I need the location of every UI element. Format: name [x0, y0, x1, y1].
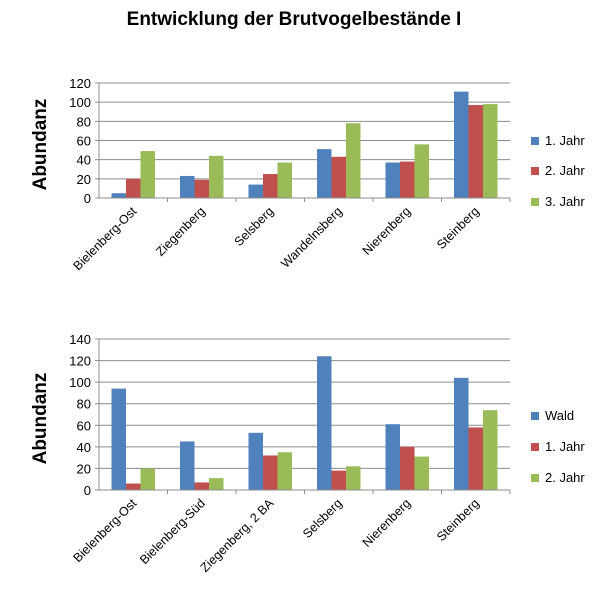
bar-1-jahr-ziegenberg-2-ba [263, 455, 278, 490]
legend-label: 2. Jahr [545, 470, 585, 485]
bar-2-jahr-wandelnsberg [331, 156, 346, 198]
legend-label: 1. Jahr [545, 439, 585, 454]
bar-1-jahr-ziegenberg [180, 175, 195, 198]
y-tick-label: 120 [69, 76, 91, 91]
bar-2-jahr-nierenberg [414, 456, 429, 490]
legend-swatch [531, 198, 539, 206]
bar-3-jahr-bielenberg-ost [140, 151, 155, 198]
bar-1-jahr-bielenberg-ost [126, 483, 141, 490]
y-tick-label: 60 [77, 134, 91, 149]
bar-2-jahr-steinberg [483, 410, 498, 490]
category-label: Ziegenberg [153, 204, 208, 259]
category-label: Bielenberg-Ost [71, 204, 140, 273]
y-tick-label: 0 [84, 191, 91, 206]
bottom-chart: 0 20 40 60 80 100 120 140 Abundanz Bielenberg-Ost… [30, 332, 585, 575]
bar-wald-ziegenberg-2-ba [248, 432, 263, 490]
bar-3-jahr-ziegenberg [209, 155, 224, 198]
category-label: Selsberg [232, 204, 277, 249]
bar-wald-bielenberg-ost [111, 388, 126, 490]
legend-swatch [531, 474, 539, 482]
bar-3-jahr-selsberg [277, 162, 292, 198]
bar-wald-nierenberg [385, 424, 400, 490]
bar-1-jahr-nierenberg [385, 162, 400, 198]
y-tick-label: 120 [69, 354, 91, 369]
bar-2-jahr-ziegenberg [194, 179, 209, 198]
bar-wald-steinberg [454, 377, 469, 490]
bar-2-jahr-bielenberg-s-d [209, 478, 224, 490]
y-tick-label: 60 [77, 418, 91, 433]
bar-wald-bielenberg-s-d [180, 441, 195, 490]
y-tick-label: 20 [77, 172, 91, 187]
bar-3-jahr-wandelnsberg [346, 123, 361, 198]
category-label: Ziegenberg, 2 BA [198, 496, 277, 575]
top-chart: 0 20 40 60 80 100 120 Abundanz Bielenberg-Ost Zie… [30, 76, 585, 273]
legend-swatch [531, 412, 539, 420]
legend-swatch [531, 167, 539, 175]
bar-3-jahr-nierenberg [414, 144, 429, 198]
y-tick-label: 0 [84, 483, 91, 498]
y-tick-label: 40 [77, 440, 91, 455]
y-tick-label: 40 [77, 153, 91, 168]
bar-1-jahr-selsberg [331, 470, 346, 490]
y-tick-label: 80 [77, 114, 91, 129]
legend-label: 2. Jahr [545, 163, 585, 178]
category-label: Selsberg [300, 496, 345, 541]
y-tick-label: 80 [77, 397, 91, 412]
category-label: Nierenberg [360, 496, 414, 550]
y-tick-label: 140 [69, 332, 91, 347]
chart-title: Entwicklung der Brutvogelbestände I [127, 9, 462, 30]
bar-2-jahr-bielenberg-ost [126, 178, 141, 198]
bar-1-jahr-steinberg [454, 91, 469, 198]
y-axis-label: Abundanz [30, 99, 51, 191]
bar-1-jahr-bielenberg-ost [111, 193, 126, 198]
bar-2-jahr-selsberg [346, 466, 361, 490]
bar-3-jahr-steinberg [483, 104, 498, 198]
y-tick-label: 20 [77, 461, 91, 476]
y-tick-label: 100 [69, 375, 91, 390]
category-label: Nierenberg [360, 204, 414, 258]
y-tick-label: 100 [69, 95, 91, 110]
bar-2-jahr-selsberg [263, 174, 278, 198]
bar-1-jahr-bielenberg-s-d [194, 482, 209, 490]
legend-swatch [531, 137, 539, 145]
category-label: Steinberg [434, 496, 482, 544]
category-label: Bielenberg-Süd [137, 496, 208, 567]
bar-2-jahr-bielenberg-ost [140, 468, 155, 490]
category-label: Wandelnsberg [278, 204, 345, 271]
bar-1-jahr-steinberg [468, 427, 483, 490]
legend-swatch [531, 443, 539, 451]
bar-2-jahr-ziegenberg-2-ba [277, 452, 292, 490]
bar-1-jahr-selsberg [248, 184, 263, 198]
legend-label: Wald [545, 408, 574, 423]
legend-label: 1. Jahr [545, 133, 585, 148]
y-axis-label: Abundanz [30, 373, 51, 465]
bar-2-jahr-nierenberg [400, 161, 415, 198]
category-label: Steinberg [434, 204, 482, 252]
category-label: Bielenberg-Ost [71, 496, 140, 565]
bar-wald-selsberg [317, 356, 332, 490]
bar-2-jahr-steinberg [468, 105, 483, 198]
legend-label: 3. Jahr [545, 194, 585, 209]
bar-1-jahr-wandelnsberg [317, 149, 332, 198]
bar-1-jahr-nierenberg [400, 446, 415, 490]
